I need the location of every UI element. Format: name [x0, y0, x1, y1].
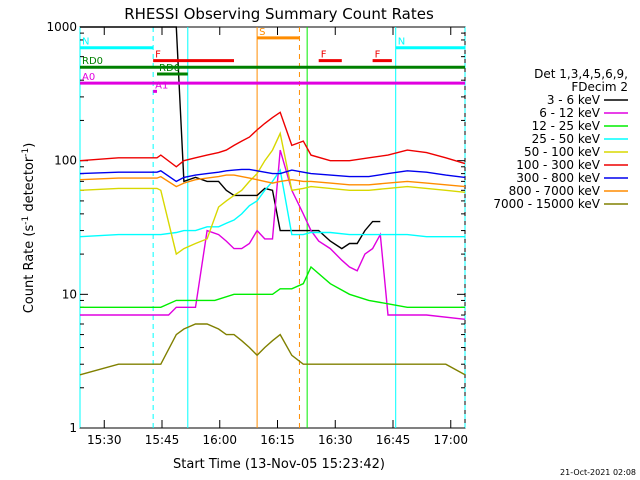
plot-frame [79, 26, 466, 429]
legend-label-4: 50 - 100 keV [524, 145, 601, 159]
flag-label-6: RD0 [82, 56, 103, 67]
series-line-5 [79, 111, 466, 168]
series-line-3 [79, 168, 465, 238]
flag-label-8: A0 [82, 72, 95, 83]
legend-label-2: 12 - 25 keV [532, 119, 601, 133]
series-line-4 [79, 131, 466, 256]
footer-date: 21-Oct-2021 02:08 [560, 468, 636, 477]
y-tick-label: 1000 [46, 20, 77, 34]
plot-area: 1 10 100 1000 15:30 15:45 16:00 16:15 16:30 16:45… [46, 20, 468, 447]
series-line-6 [79, 168, 466, 183]
x-axis-label: Start Time (13-Nov-05 15:23:42) [173, 457, 385, 472]
chart-title: RHESSI Observing Summary Count Rates [124, 5, 434, 23]
legend-label-8: 7000 - 15000 keV [493, 197, 600, 211]
x-tick-label: 17:00 [433, 433, 468, 447]
flag-label-5: F [375, 50, 381, 61]
y-tick-label: 10 [62, 287, 77, 301]
series-line-0 [80, 26, 381, 250]
legend-label-3: 25 - 50 keV [532, 132, 601, 146]
x-tick-label: 16:45 [376, 433, 411, 447]
series-line-2 [80, 265, 465, 308]
legend-label-5: 100 - 300 keV [516, 158, 600, 172]
y-tick-label: 100 [54, 154, 77, 168]
legend-label-0: 3 - 6 keV [547, 93, 601, 107]
flag-label-1: N [398, 37, 405, 48]
x-tick-label: 16:30 [318, 433, 353, 447]
legend-label-1: 6 - 12 keV [539, 106, 601, 120]
series-line-1 [80, 149, 466, 320]
flag-label-0: N [82, 37, 89, 48]
flag-label-3: F [155, 50, 161, 61]
series-line-7 [79, 174, 466, 188]
y-tick-label: 1 [69, 421, 77, 435]
legend-header-1: Det 1,3,4,5,6,9, [534, 67, 628, 81]
x-tick-label: 15:45 [145, 433, 180, 447]
legend-header-2: FDecim 2 [571, 80, 628, 94]
x-tick-label: 16:00 [202, 433, 237, 447]
legend-label-6: 300 - 800 keV [516, 171, 600, 185]
legend-label-7: 800 - 7000 keV [509, 184, 601, 198]
x-tick-label: 16:15 [260, 433, 295, 447]
flag-label-4: F [321, 50, 327, 61]
flag-label-7: RD6 [159, 63, 180, 74]
flag-label-2: S [259, 27, 265, 38]
series-line-8 [79, 323, 466, 376]
y-axis-label: Count Rate (s-1 detector-1) [21, 143, 37, 314]
x-tick-label: 15:30 [87, 433, 122, 447]
flag-label-9: A1 [155, 80, 168, 91]
